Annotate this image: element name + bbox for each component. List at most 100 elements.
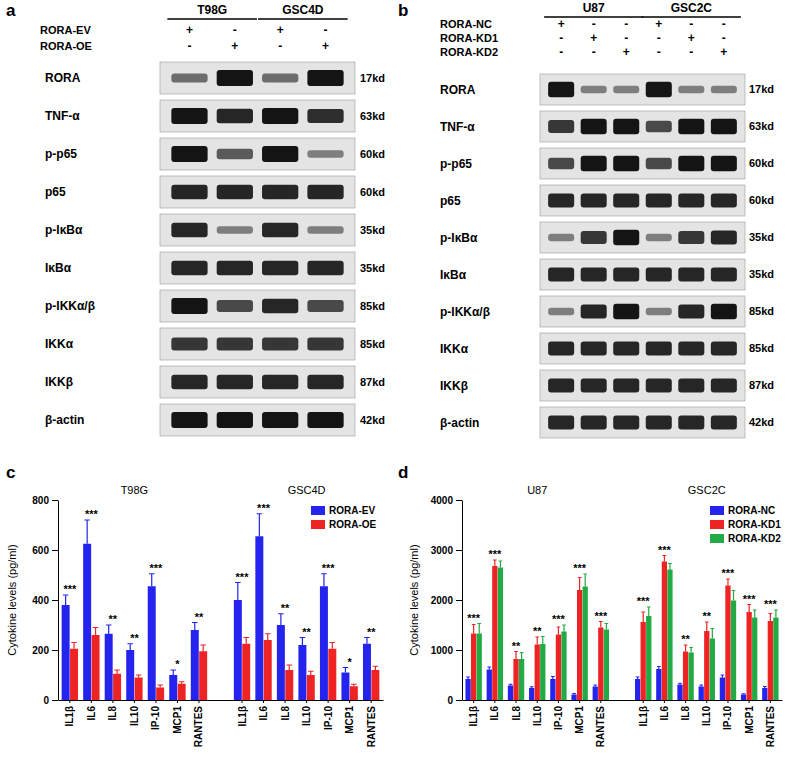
bar xyxy=(363,644,371,700)
error-bar xyxy=(170,670,176,675)
significance: ** xyxy=(702,610,711,622)
x-tick-label: IP-10 xyxy=(323,706,334,730)
legend: RORA-EVRORA-OE xyxy=(311,505,377,530)
condition-sign: + xyxy=(623,45,630,59)
chart: **************************************01… xyxy=(408,484,783,747)
x-tick-mark xyxy=(473,700,474,703)
band xyxy=(262,74,298,83)
blot-panel: T98GGSC4DRORA-EV+-+-RORA-OE-+-+RORA17kdT… xyxy=(40,3,385,436)
y-tick: 0 xyxy=(43,695,58,706)
band xyxy=(548,120,574,133)
error-bar xyxy=(114,670,120,674)
blot-strip xyxy=(540,370,745,401)
band xyxy=(307,185,343,200)
chart: ********************************02004006… xyxy=(6,484,384,747)
plot-marks xyxy=(62,514,380,700)
x-tick-mark xyxy=(643,700,644,703)
band xyxy=(711,86,737,93)
bar xyxy=(328,649,336,700)
y-tick-mark xyxy=(52,700,58,701)
error-bar xyxy=(84,520,90,544)
size-label: 60kd xyxy=(360,186,385,198)
bar xyxy=(156,688,164,701)
band xyxy=(217,149,253,159)
blot-strip xyxy=(540,259,745,290)
band xyxy=(548,341,574,355)
legend: RORA-NCRORA-KD1RORA-KD2 xyxy=(710,505,781,544)
condition-sign: + xyxy=(720,45,727,59)
y-tick-label: 0 xyxy=(447,695,453,706)
significance: *** xyxy=(85,508,99,520)
size-label: 63kd xyxy=(360,110,385,122)
y-axis-title: Cytokine levels (pg/ml) xyxy=(408,544,420,655)
size-label: 87kd xyxy=(749,379,774,391)
x-tick: IP-10 xyxy=(553,700,564,730)
x-tick: IL8 xyxy=(280,700,291,720)
y-axis: 01000200030004000 xyxy=(431,495,463,706)
significance: * xyxy=(347,656,352,668)
error-bar xyxy=(678,683,682,684)
significance: *** xyxy=(488,548,502,560)
x-tick: IP-10 xyxy=(722,700,733,730)
band xyxy=(711,119,737,135)
size-label: 60kd xyxy=(360,148,385,160)
condition-label: RORA-KD1 xyxy=(440,32,498,44)
group-title: T98G xyxy=(121,484,149,496)
significance: *** xyxy=(257,502,271,514)
band xyxy=(646,158,672,169)
bar xyxy=(641,622,646,700)
protein-label: TNF-α xyxy=(440,120,475,134)
protein-label: p65 xyxy=(45,185,66,199)
x-tick-label: MCP1 xyxy=(574,706,585,734)
band xyxy=(548,158,574,169)
bar xyxy=(550,679,555,700)
band xyxy=(307,300,343,312)
y-tick: 0 xyxy=(447,695,462,706)
y-tick-label: 1000 xyxy=(431,645,454,656)
significance: *** xyxy=(63,583,77,595)
y-tick: 1000 xyxy=(431,645,462,656)
condition-label: RORA-KD2 xyxy=(440,46,498,58)
condition-sign: - xyxy=(559,31,563,45)
bar xyxy=(725,586,730,701)
group-title: GSC2C xyxy=(688,484,726,496)
significance: *** xyxy=(743,593,757,605)
bar xyxy=(498,568,503,701)
bar xyxy=(529,688,534,700)
bar xyxy=(704,631,709,700)
size-label: 42kd xyxy=(749,416,774,428)
blot-strip xyxy=(160,290,355,322)
band xyxy=(262,108,298,124)
size-label: 87kd xyxy=(360,376,385,388)
y-tick-mark xyxy=(52,650,58,651)
x-tick-mark xyxy=(685,700,686,703)
significance: *** xyxy=(637,595,651,607)
band xyxy=(678,193,704,207)
bar xyxy=(234,600,242,700)
protein-label: IKKβ xyxy=(440,379,468,393)
error-bar xyxy=(63,595,69,605)
protein-label: p-IκBα xyxy=(45,223,83,237)
bar xyxy=(741,695,746,701)
band xyxy=(678,378,704,392)
x-tick-mark xyxy=(69,700,70,703)
x-tick: MCP1 xyxy=(744,700,755,734)
x-tick-mark xyxy=(91,700,92,703)
band xyxy=(646,415,672,429)
x-tick: IL10 xyxy=(301,700,312,726)
band xyxy=(646,341,672,355)
bar xyxy=(677,685,682,701)
bar xyxy=(62,605,70,700)
size-label: 42kd xyxy=(360,414,385,426)
legend-swatch xyxy=(710,520,724,529)
bar xyxy=(747,612,752,700)
x-tick-label: IL10 xyxy=(701,706,712,726)
x-tick-label: IL10 xyxy=(301,706,312,726)
error-bar xyxy=(192,623,198,631)
blot-strip xyxy=(540,333,745,364)
x-tick-mark xyxy=(285,700,286,703)
x-tick-mark xyxy=(328,700,329,703)
significance: *** xyxy=(594,610,608,622)
band xyxy=(581,156,607,172)
condition-label: RORA-OE xyxy=(40,40,92,52)
